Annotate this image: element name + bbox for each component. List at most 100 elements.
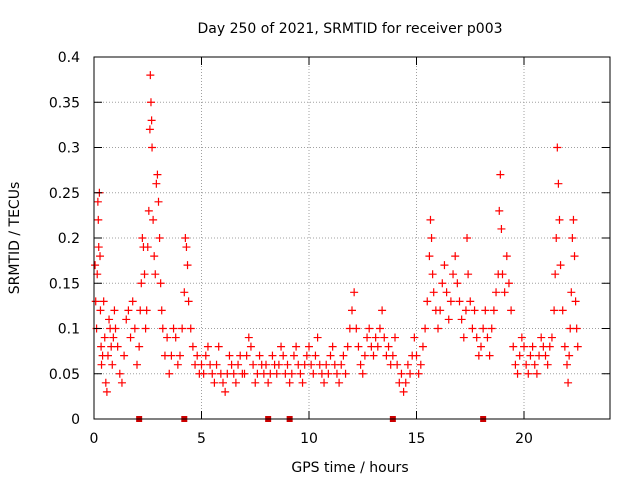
data-point: [94, 215, 103, 224]
data-point: [169, 324, 178, 333]
data-point: [96, 252, 105, 261]
grid: [94, 57, 610, 419]
data-point: [541, 351, 550, 360]
x-tick-label: 15: [408, 431, 426, 447]
data-point: [184, 297, 193, 306]
data-point: [337, 360, 346, 369]
y-tick-label: 0.1: [58, 322, 80, 338]
data-point: [122, 315, 131, 324]
data-point: [181, 234, 190, 242]
data-point: [474, 351, 483, 360]
x-axis-label: GPS time / hours: [291, 460, 408, 476]
data-point: [565, 351, 574, 360]
data-point: [378, 306, 387, 315]
data-point: [313, 333, 322, 342]
data-point: [150, 252, 159, 261]
data-point: [528, 342, 537, 351]
y-tick-label: 0.15: [49, 276, 80, 292]
data-point: [479, 324, 488, 333]
data-point: [109, 333, 118, 342]
data-point: [120, 351, 129, 360]
data-point: [515, 351, 524, 360]
data-point: [563, 360, 571, 369]
data-point: [322, 360, 331, 369]
data-point: [350, 288, 359, 297]
data-point: [126, 333, 135, 342]
data-point: [113, 342, 122, 351]
data-point: [272, 369, 281, 378]
y-tick-label: 0.35: [49, 95, 80, 111]
data-point: [149, 215, 158, 224]
data-point: [115, 369, 124, 378]
data-point: [522, 360, 531, 369]
data-point: [399, 387, 408, 396]
data-point: [520, 342, 528, 351]
data-point: [255, 351, 264, 360]
data-point: [513, 369, 522, 378]
data-point: [509, 342, 518, 351]
data-point: [231, 378, 240, 387]
data-point: [156, 279, 165, 288]
data-point: [449, 270, 458, 279]
data-point: [244, 333, 253, 342]
data-point: [511, 360, 520, 369]
data-point: [341, 369, 350, 378]
data-point: [199, 369, 208, 378]
data-point: [240, 369, 249, 378]
data-point: [570, 252, 579, 261]
data-point: [459, 333, 468, 342]
data-point: [532, 369, 541, 378]
data-point: [354, 342, 363, 351]
data-point: [148, 143, 157, 152]
data-point: [193, 351, 202, 360]
data-point: [251, 378, 260, 387]
data-point: [141, 324, 150, 333]
data-point: [428, 270, 437, 279]
data-point: [418, 342, 427, 351]
data-point: [165, 369, 174, 378]
data-point: [152, 179, 161, 188]
data-point: [444, 315, 453, 324]
data-point: [108, 360, 117, 369]
data-point: [425, 252, 434, 261]
data-point: [287, 369, 296, 378]
data-point: [423, 297, 432, 306]
data-point: [463, 234, 472, 242]
data-point: [553, 143, 562, 152]
data-point: [157, 306, 166, 315]
y-tick-label: 0.25: [49, 186, 80, 202]
data-point: [163, 333, 172, 342]
data-point: [468, 324, 477, 333]
data-point: [537, 333, 546, 342]
data-point: [495, 206, 504, 215]
data-point: [558, 306, 567, 315]
data-point: [277, 342, 286, 351]
data-point: [167, 351, 176, 360]
data-point: [91, 261, 100, 270]
data-point: [298, 378, 307, 387]
x-tick-label: 5: [197, 431, 206, 447]
y-tick-label: 0.2: [58, 231, 80, 247]
data-point: [369, 351, 378, 360]
data-point: [477, 342, 485, 351]
data-point: [451, 252, 460, 261]
data-point: [117, 378, 126, 387]
data-point: [348, 306, 356, 315]
data-point: [305, 342, 313, 351]
data-point: [555, 215, 564, 224]
data-point: [302, 351, 311, 360]
data-point: [93, 197, 102, 206]
data-point: [188, 342, 197, 351]
data-point: [436, 306, 445, 315]
data-point: [105, 315, 114, 324]
data-point: [173, 360, 182, 369]
chart-title: Day 250 of 2021, SRMTID for receiver p00…: [197, 21, 502, 37]
data-point: [111, 324, 120, 333]
data-point: [283, 360, 292, 369]
data-point: [320, 378, 329, 387]
data-point: [203, 342, 212, 351]
data-point: [142, 306, 151, 315]
data-point: [219, 378, 227, 387]
data-point: [487, 324, 496, 333]
